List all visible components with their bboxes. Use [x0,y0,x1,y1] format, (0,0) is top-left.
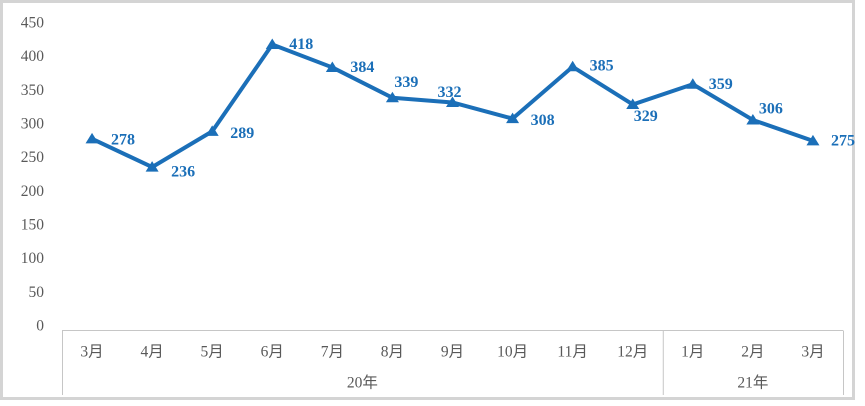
y-axis-tick-label: 100 [21,250,45,267]
data-point-label: 385 [590,57,614,74]
x-axis-month-label: 5月 [201,344,224,361]
data-point-label: 308 [531,112,555,129]
y-axis-tick-label: 400 [21,48,45,65]
data-point-marker [566,60,580,72]
y-axis-tick-label: 50 [29,284,45,301]
data-point-marker [746,113,760,125]
data-point-label: 275 [831,132,855,149]
data-point-marker [85,132,99,144]
x-axis-month-label: 10月 [497,344,528,361]
x-axis-month-label: 4月 [140,344,163,361]
data-point-label: 332 [438,84,462,101]
x-axis-month-label: 11月 [557,344,587,361]
data-point-marker [806,134,820,146]
data-point-marker [506,112,520,124]
data-point-label: 418 [289,36,313,53]
data-point-marker [205,125,219,136]
data-point-marker [626,98,640,109]
y-axis-tick-label: 0 [36,318,44,335]
data-point-label: 329 [634,108,658,125]
x-axis-month-label: 2月 [741,344,764,361]
y-axis-tick-label: 350 [21,82,45,99]
data-point-label: 289 [230,125,254,142]
data-point-marker [145,161,159,172]
data-point-marker [385,91,399,103]
chart-frame-border [0,0,855,400]
data-point-marker [265,38,279,50]
x-axis-month-label: 7月 [321,344,344,361]
data-point-label: 278 [111,131,135,148]
x-axis-month-label: 12月 [617,344,648,361]
data-point-label: 339 [394,74,418,91]
data-point-label: 306 [759,100,783,117]
x-axis-month-label: 1月 [681,344,704,361]
y-axis-tick-label: 250 [21,149,45,166]
data-point-label: 359 [709,76,733,93]
x-axis-month-label: 9月 [441,344,464,361]
data-point-marker [325,61,339,72]
x-axis-month-label: 6月 [261,344,284,361]
x-axis-month-label: 8月 [381,344,404,361]
data-point-label: 236 [171,164,195,181]
y-axis-tick-label: 300 [21,116,45,133]
y-axis-tick-label: 200 [21,183,45,200]
x-axis-year-label: 20年 [347,374,378,392]
data-point-marker [446,96,459,107]
x-axis-year-label: 21年 [737,374,768,392]
x-axis-month-label: 3月 [80,344,103,361]
y-axis-tick-label: 150 [21,217,45,234]
data-point-label: 384 [350,59,374,76]
y-axis-tick-label: 450 [21,15,45,32]
x-axis-month-label: 3月 [801,344,824,361]
data-point-marker [686,78,700,89]
